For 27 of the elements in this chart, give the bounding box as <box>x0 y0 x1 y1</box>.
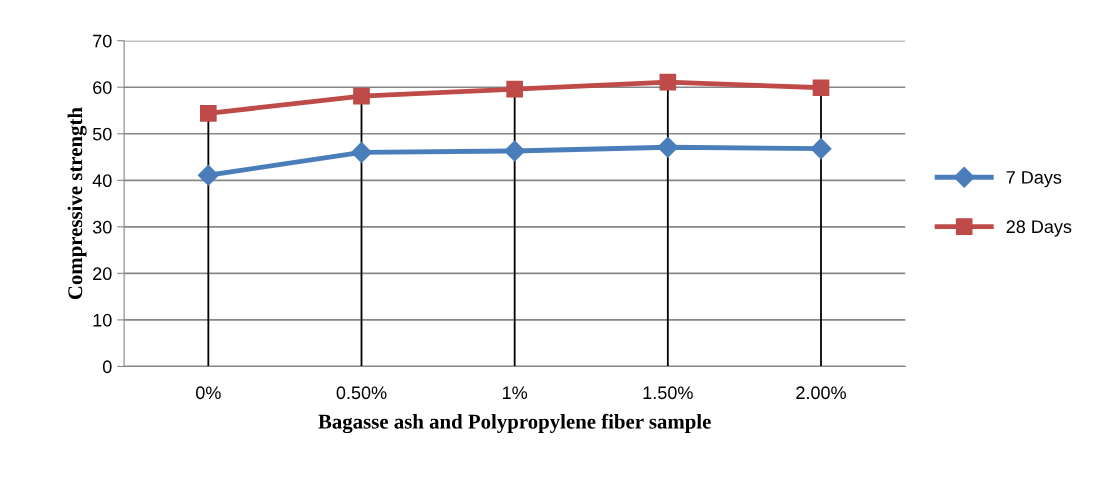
point <box>659 73 677 91</box>
y-tick-label: 10 <box>93 313 112 327</box>
y-axis-title: Compressive strength <box>67 107 87 300</box>
x-tick-label: 1.50% <box>643 386 693 400</box>
y-tick-label: 20 <box>93 267 112 281</box>
y-tick-label: 70 <box>93 34 112 48</box>
point <box>200 104 217 122</box>
x-tick-label: 1% <box>502 386 528 400</box>
point <box>506 80 524 98</box>
x-tick-label: 2.00% <box>796 386 846 400</box>
y-tick-label: 60 <box>93 81 112 94</box>
legend-label: 28 Days <box>1006 220 1072 237</box>
point <box>657 136 679 158</box>
y-tick-label: 30 <box>92 220 112 234</box>
point <box>350 141 373 163</box>
x-tick-label: 0.50% <box>336 386 387 400</box>
point <box>353 87 370 105</box>
point <box>197 164 219 186</box>
x-axis-title: Bagasse ash and Polypropylene fiber sample <box>318 413 711 434</box>
legend-label: 7 Days <box>1006 171 1062 188</box>
y-tick-label: 40 <box>92 174 112 188</box>
point <box>504 140 526 162</box>
point <box>810 138 832 160</box>
point <box>812 79 830 97</box>
y-tick-label: 0 <box>102 360 112 374</box>
x-tick-label: 0% <box>195 386 221 400</box>
y-tick-label: 50 <box>92 127 112 141</box>
